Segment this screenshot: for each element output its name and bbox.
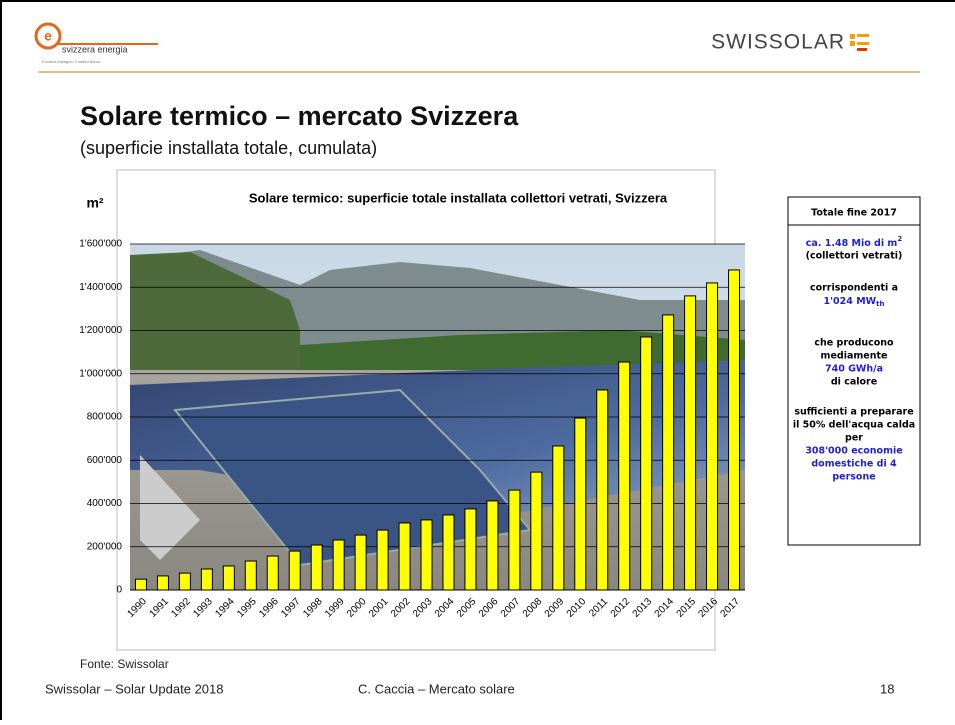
bar: [134, 578, 147, 591]
bar: [574, 417, 587, 591]
bar: [486, 500, 499, 591]
logo-icon: [850, 34, 869, 51]
bar: [442, 514, 455, 591]
bar: [640, 336, 653, 591]
bar: [266, 555, 279, 591]
info-line: ca. 1.48 Mio di m2: [806, 235, 903, 249]
bar: [332, 539, 345, 591]
y-tick-label: 600'000: [87, 455, 123, 466]
chart-title: Solare termico: superficie totale instal…: [249, 190, 668, 205]
bar: [706, 282, 719, 591]
info-line: di calore: [831, 377, 877, 388]
bar: [530, 471, 543, 591]
info-title: Totale fine 2017: [811, 208, 897, 219]
page-number: 18: [880, 681, 894, 696]
footer-center: C. Caccia – Mercato solare: [358, 681, 515, 696]
logo-text: svizzera energia: [62, 44, 128, 54]
svg-text:e: e: [44, 28, 52, 44]
y-axis-label: m²: [86, 195, 103, 211]
info-text: 1'024 MW: [824, 296, 877, 307]
bar: [178, 572, 191, 591]
bar: [662, 314, 675, 591]
bar: [464, 508, 477, 591]
info-line: 740 GWh/a: [825, 364, 883, 375]
bar: [288, 550, 301, 591]
y-tick-label: 400'000: [87, 498, 123, 509]
y-tick-label: 800'000: [87, 412, 123, 423]
info-line: (collettori vetrati): [806, 251, 903, 262]
logo-tagline: Il nostro impegno: il nostro futuro.: [42, 59, 101, 64]
info-line: domestiche di 4: [811, 459, 897, 470]
y-tick-label: 200'000: [87, 541, 123, 552]
info-line: che producono: [814, 338, 894, 349]
logo-right: SWISSOLAR: [711, 31, 845, 54]
bar: [728, 269, 741, 591]
bar: [376, 529, 389, 591]
y-tick-label: 1'600'000: [79, 239, 122, 250]
y-tick-label: 1'000'000: [79, 368, 122, 379]
background-photo: [130, 244, 745, 590]
info-line: persone: [832, 472, 875, 483]
info-box: Totale fine 2017 ca. 1.48 Mio di m2 (col…: [787, 196, 921, 546]
info-line: 308'000 economie: [805, 446, 902, 457]
info-line: il 50% dell'acqua calda: [793, 420, 915, 431]
bar: [684, 295, 697, 591]
bar: [222, 565, 235, 591]
slide-title: Solare termico – mercato Svizzera: [80, 101, 519, 131]
bar: [310, 544, 323, 591]
slide-subtitle: (superficie installata totale, cumulata): [80, 138, 377, 158]
source: Fonte: Swissolar: [80, 657, 169, 671]
y-tick-label: 0: [116, 585, 122, 596]
info-line: sufficienti a preparare: [794, 407, 913, 418]
bar: [552, 445, 565, 591]
info-sup: 2: [897, 235, 902, 243]
y-tick-label: 1'200'000: [79, 325, 122, 336]
bar: [156, 575, 169, 591]
info-sub: th: [876, 300, 884, 308]
bar: [354, 534, 367, 591]
bar: [508, 489, 521, 591]
bar: [244, 560, 257, 591]
bar: [398, 522, 411, 591]
bar: [618, 361, 631, 591]
info-line: per: [845, 433, 863, 444]
info-text: ca. 1.48 Mio di m: [806, 238, 898, 249]
logo-left: e svizzera energia Il nostro impegno: il…: [34, 22, 158, 64]
y-tick-label: 1'400'000: [79, 282, 122, 293]
bar: [420, 519, 433, 591]
footer-left: Swissolar – Solar Update 2018: [45, 681, 224, 696]
bar: [200, 568, 213, 591]
info-line: 1'024 MWth: [824, 296, 885, 309]
info-line: mediamente: [821, 351, 888, 362]
info-line: corrispondenti a: [810, 283, 898, 294]
x-tick-label: 2017: [718, 596, 742, 620]
bar: [596, 389, 609, 591]
